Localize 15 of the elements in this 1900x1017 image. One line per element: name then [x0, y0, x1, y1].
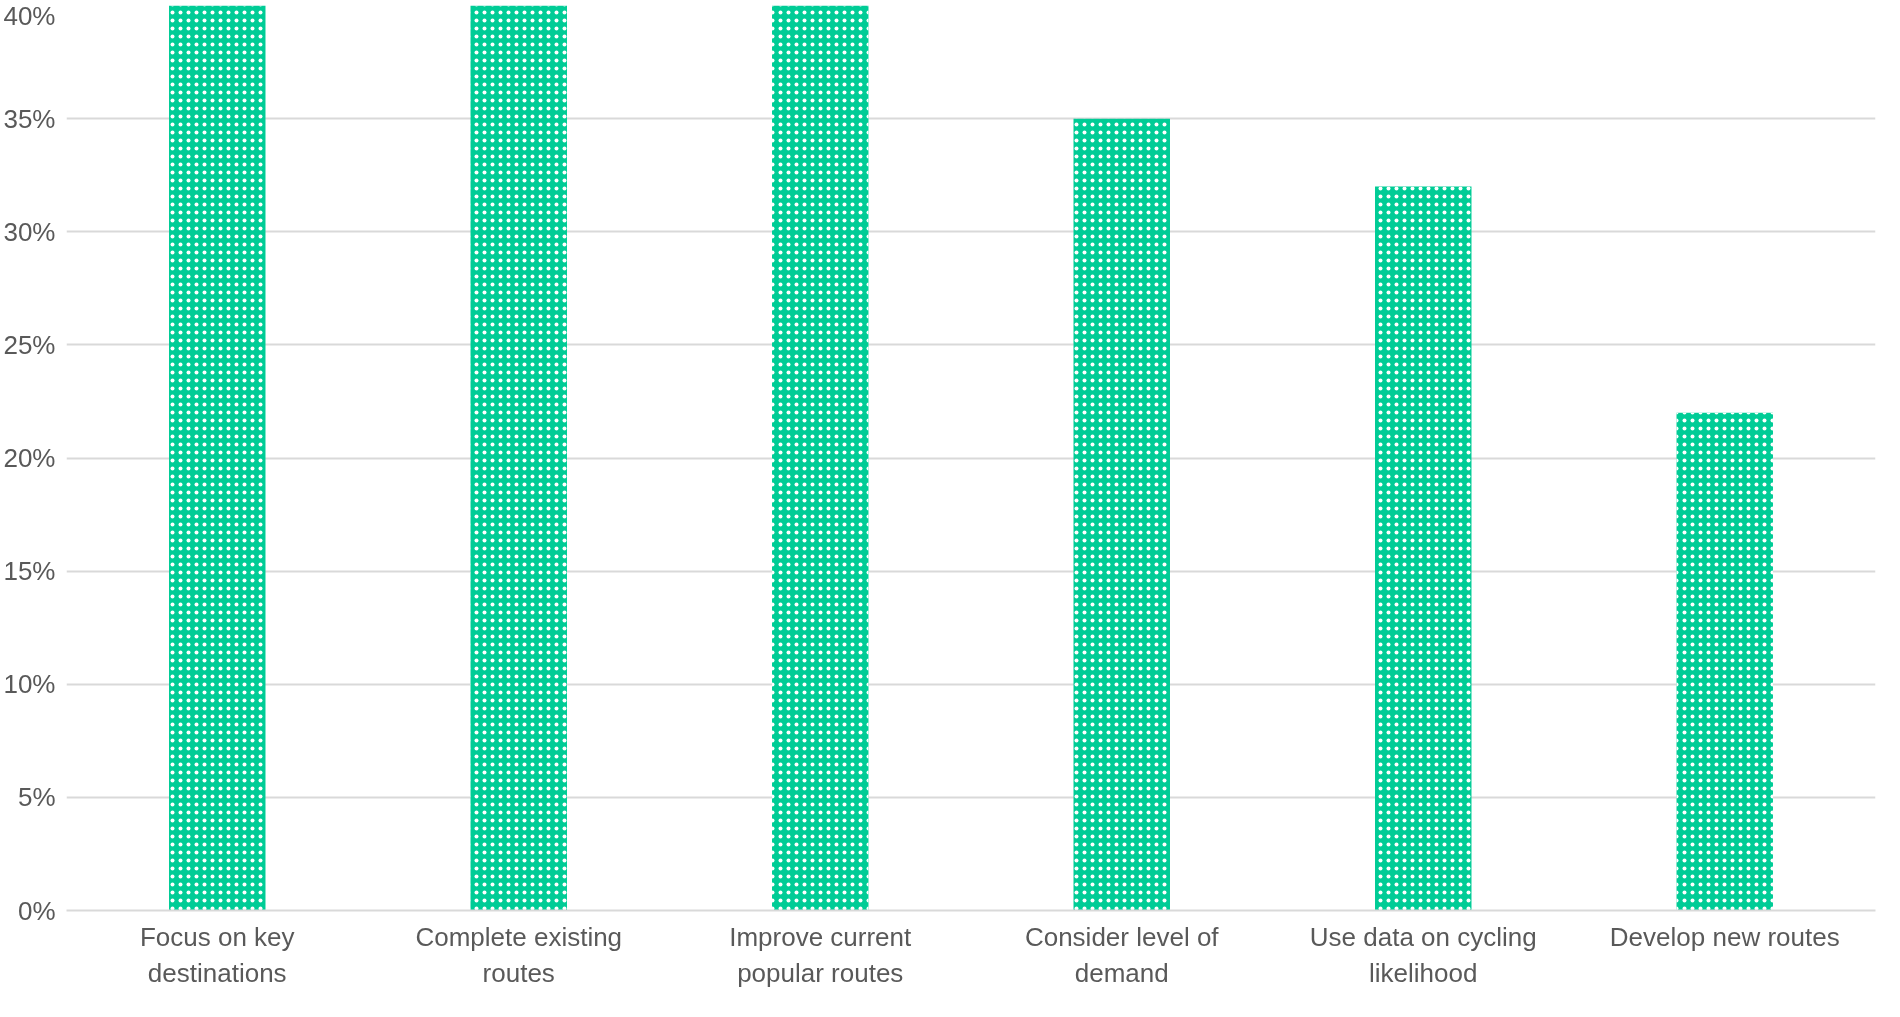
y-tick-label: 25% [3, 329, 56, 360]
y-tick-label: 10% [3, 669, 56, 700]
y-tick-label: 15% [3, 556, 56, 587]
y-tick-label: 0% [17, 895, 56, 926]
y-tick-label: 30% [3, 216, 56, 247]
x-tick-label: Complete existing routes [415, 921, 623, 988]
x-tick-label: Develop new routes [1609, 921, 1840, 952]
y-tick-label: 5% [17, 782, 56, 813]
x-tick-label: Consider level of demand [1024, 921, 1220, 988]
x-tick-label: Improve current popular routes [729, 921, 913, 988]
x-tick-label: Use data on cycling likelihood [1309, 921, 1537, 988]
y-tick-label: 35% [3, 103, 56, 134]
y-tick-label: 40% [3, 0, 56, 31]
y-tick-label: 20% [3, 443, 56, 473]
x-tick-label: Focus on key destinations [139, 921, 295, 988]
